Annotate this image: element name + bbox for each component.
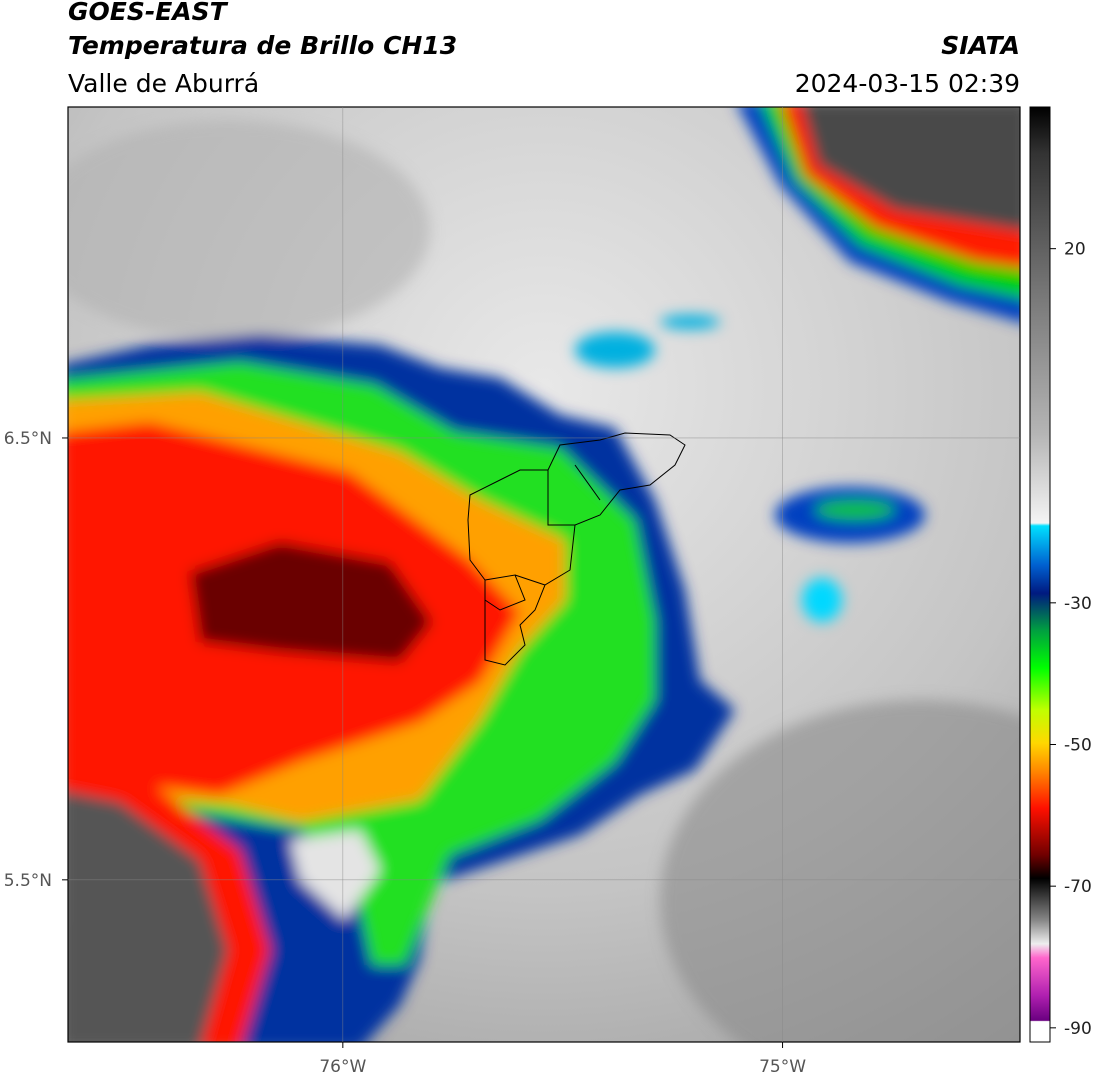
y-tick-label: 5.5°N <box>4 871 52 891</box>
colorbar-tick-label: 20 <box>1064 240 1086 260</box>
subtitle: Temperatura de Brillo CH13 <box>68 31 457 60</box>
colorbar-tick-label: -30 <box>1064 594 1092 614</box>
title: GOES-EAST <box>68 0 229 26</box>
y-tick-label: 6.5°N <box>4 429 52 449</box>
map-frame <box>67 106 1021 1043</box>
x-tick-label: 76°W <box>319 1057 366 1077</box>
colorbar-tick-label: -50 <box>1064 736 1092 756</box>
source: SIATA <box>941 31 1020 60</box>
region: Valle de Aburrá <box>68 69 259 98</box>
satellite-image <box>68 107 1020 1042</box>
colorbar <box>1029 106 1051 1043</box>
colorbar-tick-label: -90 <box>1064 1019 1092 1039</box>
colorbar-tick-label: -70 <box>1064 877 1092 897</box>
datetime: 2024-03-15 02:39 <box>795 69 1020 98</box>
x-tick-label: 75°W <box>759 1057 806 1077</box>
